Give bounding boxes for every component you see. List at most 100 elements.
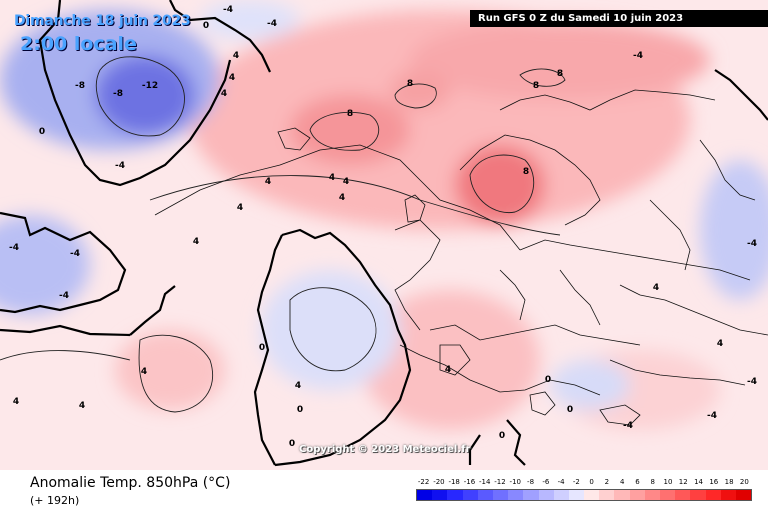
legend-tick-label: -2 [572, 478, 580, 486]
contour-value-label: 0 [39, 127, 45, 137]
borders [154, 89, 768, 426]
legend-swatch [553, 490, 569, 500]
contours [0, 56, 566, 413]
contour-value-label: 4 [237, 203, 243, 213]
contour-value-label: 8 [557, 69, 563, 79]
legend-tick-label: 8 [650, 478, 655, 486]
contour-value-label: 4 [221, 89, 227, 99]
contour-value-label: 4 [229, 73, 235, 83]
legend-swatch [492, 490, 509, 500]
lead-time: (+ 192h) [30, 494, 80, 507]
legend-swatch [432, 490, 448, 500]
legend-swatch [675, 490, 691, 500]
contour-value-label: 4 [79, 401, 85, 411]
contour-value-label: 4 [141, 367, 147, 377]
legend-tick-label: 10 [663, 478, 673, 486]
legend-swatch [705, 490, 721, 500]
legend-tick-label: 14 [694, 478, 703, 486]
contour-value-label: 4 [339, 193, 345, 203]
forecast-time: 2:00 locale [20, 33, 137, 55]
contour-value-label: 0 [545, 375, 551, 385]
legend-swatch [660, 490, 676, 500]
legend-tick-label: 16 [709, 478, 719, 486]
contour-value-label: 8 [533, 81, 539, 91]
anomaly-map: -4 0 -4 -8 -12 -4 -8 0 -4 4 4 4 8 8 8 8 8 4 4 4 4 4 4 -4 -4 0 4 4 0 0… [0, 0, 768, 470]
contour-value-label: 4 [233, 51, 239, 61]
legend-swatch [599, 490, 615, 500]
contour-value-label: -12 [142, 81, 158, 91]
contour-value-label: -4 [707, 411, 717, 421]
legend-tick-label: -4 [557, 478, 565, 486]
contour-value-label: 8 [523, 167, 529, 177]
legend-swatch [462, 490, 478, 500]
legend-tick-label: 6 [635, 478, 640, 486]
legend-tick-label: -6 [542, 478, 550, 486]
contour-value-label: -8 [75, 81, 85, 91]
legend-swatch [720, 490, 736, 500]
legend-color-bar [416, 489, 752, 501]
contour-value-label: 4 [13, 397, 19, 407]
contour-value-label: -4 [267, 19, 277, 29]
contour-value-label: 0 [567, 405, 573, 415]
contour-value-label: -4 [115, 161, 125, 171]
legend-tick-label: 18 [724, 478, 734, 486]
legend-swatch [644, 490, 660, 500]
legend-tick-label: -18 [448, 478, 460, 486]
legend-tick-label: -22 [417, 478, 430, 486]
contour-value-label: 8 [347, 109, 353, 119]
contour-value-label: -4 [70, 249, 80, 259]
anomaly-shading [0, 0, 768, 430]
legend-tick-label: 2 [604, 478, 610, 486]
contour-value-label: 4 [343, 177, 349, 187]
variable-title: Anomalie Temp. 850hPa (°C) [30, 475, 231, 491]
legend-swatch [584, 490, 600, 500]
legend-tick-label: 0 [589, 478, 594, 486]
legend-swatch [629, 490, 645, 500]
contour-value-label: 4 [265, 177, 271, 187]
contour-value-label: 4 [445, 365, 451, 375]
contour-value-label: 4 [295, 381, 301, 391]
legend-swatch [508, 490, 524, 500]
legend-tick-label: -10 [509, 478, 521, 486]
contour-value-label: -4 [633, 51, 643, 61]
contour-value-label: 4 [717, 339, 723, 349]
coastlines [0, 0, 768, 467]
legend-swatch [477, 490, 493, 500]
legend-tick-label: -12 [494, 478, 506, 486]
legend-tick-label: -14 [479, 478, 491, 486]
contour-value-label: -4 [223, 5, 233, 15]
contour-value-label: -4 [59, 291, 69, 301]
legend-tick-label: -8 [527, 478, 535, 486]
legend-swatch [735, 490, 752, 500]
contour-value-label: 0 [499, 431, 505, 441]
legend-swatch [614, 490, 630, 500]
contour-value-label: -4 [623, 421, 633, 431]
contour-value-label: 8 [407, 79, 413, 89]
contour-value-label: -4 [747, 239, 757, 249]
contour-value-label: 4 [329, 173, 335, 183]
contour-value-label: -8 [113, 89, 123, 99]
legend-tick-label: 4 [619, 478, 625, 486]
contour-value-label: 0 [297, 405, 303, 415]
legend-swatch [447, 490, 463, 500]
contour-value-label: 4 [193, 237, 199, 247]
legend-tick-label: -20 [433, 478, 445, 486]
run-info-banner: Run GFS 0 Z du Samedi 10 juin 2023 [470, 10, 768, 27]
contour-value-label: -4 [9, 243, 19, 253]
legend-swatch [568, 490, 585, 500]
legend-tick-label: -16 [463, 478, 476, 486]
legend-swatch [523, 490, 539, 500]
legend-swatch [417, 490, 433, 500]
legend-tick-label: 12 [678, 478, 688, 486]
legend-tick-label: 20 [739, 478, 749, 486]
legend-swatch [690, 490, 706, 500]
legend-swatch [538, 490, 554, 500]
contour-value-label: 0 [259, 343, 265, 353]
contour-value-label: 0 [289, 439, 295, 449]
color-scale-legend: -22 -20 -18 -16 -14 -12 -10 -8 -6 -4 -2 0 2 4 6 8 10 12 14… [416, 478, 752, 501]
forecast-date: Dimanche 18 juin 2023 [14, 13, 191, 29]
contour-value-label: 0 [203, 21, 209, 31]
copyright-notice: Copyright © 2023 Meteociel.fr [299, 444, 471, 455]
